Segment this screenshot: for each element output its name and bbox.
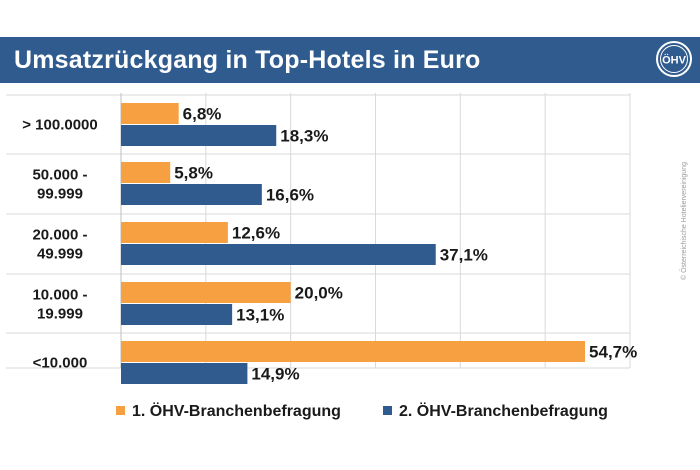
data-label: 6,8% — [183, 105, 222, 124]
bar-series2 — [121, 244, 436, 265]
legend-label: 2. ÖHV-Branchenbefragung — [399, 401, 608, 420]
category-label: <10.000 — [33, 355, 88, 372]
bar-series1 — [121, 282, 291, 303]
chart-title: Umsatzrückgang in Top-Hotels in Euro — [14, 46, 481, 74]
bar-series1 — [121, 222, 228, 243]
data-label: 13,1% — [236, 306, 284, 325]
data-label: 54,7% — [589, 343, 637, 362]
category-label: 20.000 -49.999 — [32, 227, 87, 263]
bar-series2 — [121, 125, 277, 146]
ohv-logo: ÖHV — [656, 41, 692, 77]
data-label: 16,6% — [266, 186, 314, 205]
data-label: 18,3% — [280, 127, 328, 146]
data-label: 5,8% — [174, 164, 213, 183]
bar-series1 — [121, 341, 586, 362]
bar-series2 — [121, 363, 248, 384]
logo-text: ÖHV — [662, 54, 687, 67]
category-label: 10.000 -19.999 — [32, 287, 87, 323]
data-label: 14,9% — [251, 365, 299, 384]
legend-swatch — [383, 406, 392, 415]
data-label: 12,6% — [232, 224, 280, 243]
data-label: 20,0% — [295, 284, 343, 303]
category-label: > 100.0000 — [22, 117, 98, 134]
copyright-note: © Österreichische Hoteliervereinigung — [681, 162, 688, 280]
data-label: 37,1% — [440, 246, 488, 265]
legend-swatch — [116, 406, 125, 415]
category-label: 50.000 -99.999 — [32, 167, 87, 203]
legend-label: 1. ÖHV-Branchenbefragung — [132, 401, 341, 420]
bar-chart: > 100.0000 50.000 -99.999 20.000 -49.999 10… — [6, 93, 637, 420]
bar-series2 — [121, 304, 233, 325]
bar-series1 — [121, 162, 171, 183]
bar-series1 — [121, 103, 179, 124]
chart-header: Umsatzrückgang in Top-Hotels in Euro ÖHV — [0, 37, 700, 83]
bar-series2 — [121, 184, 262, 205]
